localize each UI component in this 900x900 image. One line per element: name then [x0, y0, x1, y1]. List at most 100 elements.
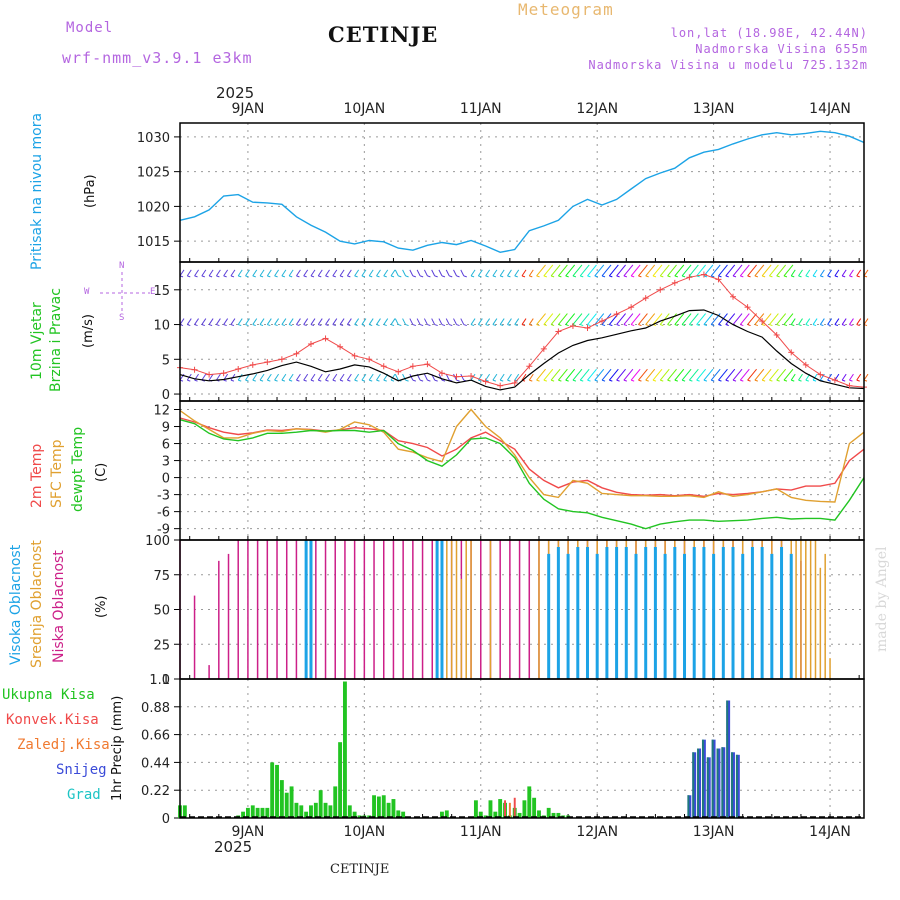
wind-barb: [339, 269, 345, 277]
wind-barb: [274, 373, 280, 381]
wind-barb-flag: [703, 324, 708, 327]
compass-e: E: [150, 287, 156, 297]
wind-barb: [667, 313, 677, 325]
wind-barb-flag: [660, 275, 664, 278]
compass-w: W: [84, 287, 90, 297]
wind-barb: [543, 264, 554, 277]
wind-barb: [725, 368, 736, 381]
wind-barb-flag: [638, 324, 642, 327]
precip-bar-mix: [706, 757, 709, 818]
wind-barb: [368, 318, 374, 325]
precip-bar: [270, 762, 275, 818]
wind-barb-flag: [390, 275, 395, 278]
wind-barb: [470, 269, 476, 277]
wind-barb: [310, 373, 316, 381]
wind-barb: [616, 313, 626, 325]
wind-barb: [445, 373, 450, 381]
wind-barb-flag: [747, 379, 751, 382]
wind-barb-flag: [325, 379, 329, 382]
wind-barb-flag: [711, 275, 715, 278]
wind-barb: [732, 368, 743, 381]
model-name: wrf-nmm_v3.9.1 e3km: [62, 49, 253, 67]
wind-barb-flag: [434, 379, 438, 382]
wind-barb: [445, 318, 450, 325]
precip-bar: [245, 807, 250, 818]
wind-barb: [776, 264, 787, 277]
wind-barb-flag: [703, 379, 708, 382]
wind-barb-flag: [223, 324, 227, 327]
wind-barb-flag: [441, 275, 446, 278]
precip-bar: [338, 742, 343, 818]
wind-barb: [346, 269, 352, 277]
wind-barb-flag: [398, 275, 402, 278]
wind-barb-flag: [288, 324, 293, 327]
wind-barb-flag: [601, 275, 606, 278]
wind-barb: [259, 373, 265, 381]
wind-barb-flag: [805, 324, 809, 327]
wind-barb-flag: [434, 275, 438, 278]
wind-barb-flag: [609, 275, 613, 278]
wind-barb-flag: [354, 324, 358, 327]
wind-barb: [237, 318, 243, 325]
wind-barb-flag: [711, 379, 715, 382]
wind-barb: [223, 269, 229, 277]
wind-barb-flag: [856, 379, 860, 382]
wind-barb: [747, 368, 757, 381]
clouds-tick-label: 50: [153, 604, 170, 619]
day-label-bottom: 13JAN: [693, 824, 735, 840]
precip-bar-mix: [701, 739, 704, 818]
wind-barb: [223, 318, 229, 325]
wind-barb: [368, 373, 374, 381]
precip-bar: [522, 800, 527, 818]
wind-barb-flag: [245, 275, 249, 278]
wind-barb: [460, 269, 465, 277]
wind-barb: [438, 318, 443, 325]
wind-barb: [623, 313, 634, 325]
wind-barb: [783, 264, 794, 277]
wind-barb-flag: [834, 324, 839, 327]
precip-bar: [182, 805, 187, 818]
wind-barb-flag: [369, 275, 373, 278]
temperature-tick-label: 3: [162, 455, 170, 470]
wind-barb-flag: [492, 324, 497, 327]
wind-barb: [208, 269, 214, 277]
clouds-tick-label: 0: [162, 673, 170, 688]
wind-barb: [681, 313, 692, 325]
wind-barb-flag: [318, 324, 322, 327]
coords-label: lon,lat (18.98E, 42.44N): [670, 26, 868, 40]
temp-line-2m-temp: [179, 417, 865, 498]
wind-barb-flag: [259, 379, 264, 382]
wind-barb-flag: [718, 275, 722, 278]
wind-barb: [841, 318, 847, 325]
wind-barb: [732, 313, 743, 325]
precip-bar: [473, 800, 478, 818]
wind-barb-flag: [761, 324, 766, 327]
wind-barb-flag: [558, 275, 562, 278]
wind-barb-flag: [310, 379, 315, 382]
wind-barb: [332, 269, 338, 277]
wind-barb: [652, 264, 663, 277]
wind-barb: [594, 313, 605, 325]
wind-barb: [470, 318, 476, 325]
precip-bar: [294, 802, 299, 818]
precipitation-tick-label: 0.66: [141, 729, 170, 744]
wind-barb: [688, 264, 699, 277]
wind-barb-flag: [441, 379, 446, 382]
wind-barb-flag: [849, 379, 853, 382]
temperature-tick-label: -3: [157, 489, 170, 504]
precipitation-tick-label: 1.1: [149, 673, 170, 688]
wind-barb: [431, 269, 436, 277]
wind-barb: [252, 373, 258, 381]
wind-barb-flag: [630, 379, 635, 382]
wind-barb-flag: [354, 379, 358, 382]
wind-barb: [645, 313, 656, 325]
wind-barb: [630, 368, 641, 381]
wind-barb-flag: [674, 379, 678, 382]
wind-barb-flag: [194, 275, 198, 278]
wind-barb-flag: [689, 324, 693, 327]
wind-barb-flag: [616, 275, 620, 278]
wind-barb-flag: [492, 275, 497, 278]
wind-barb: [281, 373, 287, 381]
wind-barb: [696, 313, 707, 325]
wind-barb: [376, 318, 381, 325]
